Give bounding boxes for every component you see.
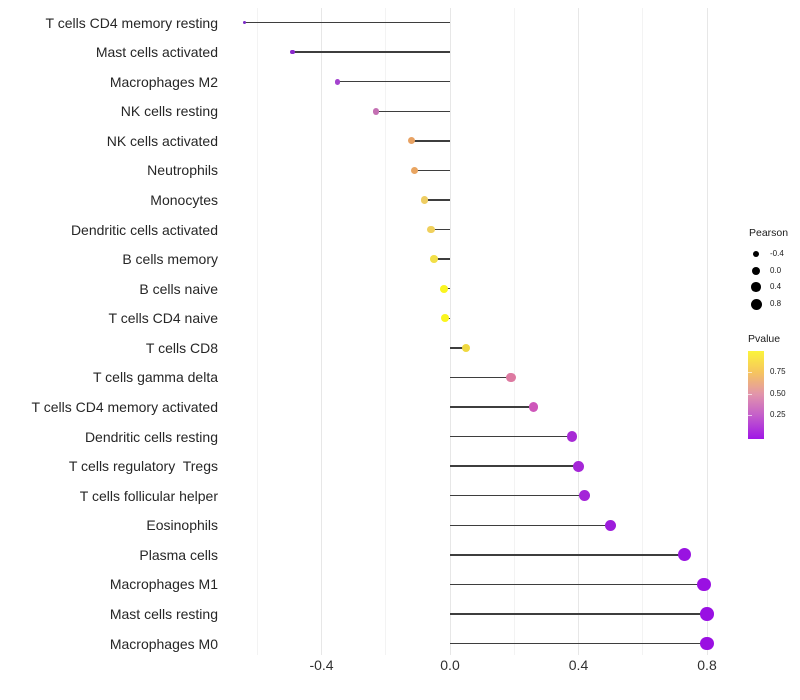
lollipop-stem — [450, 435, 573, 438]
legend-size-label: 0.8 — [770, 299, 782, 308]
lollipop-dot — [420, 196, 429, 204]
lollipop-dot — [528, 402, 539, 412]
lollipop-dot — [441, 314, 450, 323]
lollipop-dot — [372, 108, 380, 115]
lollipop-stem — [337, 80, 450, 83]
y-axis-label: T cells regulatory Tregs — [68, 458, 218, 475]
lollipop-stem — [450, 465, 579, 467]
y-axis-label: Macrophages M1 — [109, 576, 218, 593]
pvalue-tick-label: 0.50 — [770, 388, 786, 398]
lollipop-dot — [566, 431, 578, 442]
lollipop-stem — [450, 376, 512, 379]
lollipop-dot — [604, 519, 617, 531]
lollipop-stem — [376, 110, 450, 113]
legend-size-dot — [752, 267, 760, 275]
pvalue-tick-mark — [748, 371, 752, 373]
y-axis-label: T cells CD4 memory resting — [45, 14, 218, 31]
y-axis-label: Macrophages M2 — [109, 73, 218, 90]
lollipop-stem — [450, 347, 467, 349]
y-axis-label: T cells CD8 — [145, 339, 218, 356]
y-axis-label: Mast cells resting — [109, 606, 218, 622]
pvalue-tick-label: 0.75 — [770, 366, 786, 376]
x-gridline-minor — [642, 8, 644, 655]
x-tick-label: 0.4 — [568, 657, 589, 673]
lollipop-stem — [450, 642, 707, 645]
y-axis-label: T cells CD4 memory activated — [31, 399, 218, 415]
lollipop-stem — [450, 406, 534, 408]
lollipop-dot — [411, 166, 419, 175]
lollipop-dot — [407, 137, 416, 145]
legend-pearson-title: Pearson — [749, 227, 789, 239]
lollipop-dot — [506, 372, 516, 383]
lollipop-dot — [290, 49, 295, 55]
lollipop-stem — [450, 583, 704, 586]
pvalue-tick-mark — [748, 393, 752, 395]
lollipop-stem — [430, 228, 450, 231]
x-tick-label: 0.0 — [440, 657, 460, 673]
y-axis-label: NK cells activated — [106, 132, 218, 149]
x-gridline-minor — [256, 8, 258, 655]
x-gridline-minor — [513, 8, 515, 655]
pvalue-tick-label: 0.25 — [770, 410, 786, 420]
y-axis-label: T cells follicular helper — [79, 487, 218, 504]
lollipop-dot — [697, 577, 711, 592]
y-axis-label: Dendritic cells resting — [84, 428, 218, 445]
legend-size-label: 0.4 — [770, 282, 782, 291]
x-tick-label: -0.4 — [309, 657, 334, 673]
y-axis-label: Dendritic cells activated — [70, 221, 218, 238]
lollipop-dot — [426, 225, 435, 234]
lollipop-stem — [450, 494, 585, 497]
y-axis-label: Monocytes — [150, 192, 218, 209]
pvalue-tick-mark — [748, 415, 752, 417]
x-tick-label: 0.8 — [697, 657, 717, 673]
lollipop-stem — [433, 258, 450, 260]
y-axis-label: T cells gamma delta — [92, 369, 218, 386]
y-axis-label: T cells CD4 naive — [108, 310, 218, 327]
legend-size-dot — [753, 251, 759, 257]
lollipop-dot — [573, 460, 584, 472]
lollipop-stem — [424, 199, 450, 201]
y-axis-label: B cells memory — [122, 251, 218, 268]
legend-size-dot — [750, 298, 762, 310]
lollipop-dot — [439, 284, 448, 293]
x-gridline-major — [706, 8, 708, 655]
x-gridline-major — [578, 8, 579, 655]
y-axis-label: Macrophages M0 — [109, 635, 218, 652]
lollipop-dot — [334, 78, 341, 85]
x-gridline-minor — [385, 8, 387, 655]
lollipop-stem — [450, 554, 685, 556]
y-axis-label: Eosinophils — [146, 517, 218, 534]
lollipop-dot — [242, 20, 247, 25]
lollipop-dot — [700, 607, 714, 621]
legend-size-dot — [751, 282, 761, 292]
lollipop-dot — [579, 490, 591, 502]
lollipop-stem — [411, 140, 450, 142]
lollipop-stem — [450, 524, 611, 527]
lollipop-dot — [677, 548, 692, 562]
lollipop-stem — [292, 51, 450, 53]
lollipop-stem — [450, 613, 707, 615]
lollipop-dot — [430, 255, 438, 263]
lollipop-stem — [244, 21, 450, 24]
pvalue-gradient-bar — [748, 351, 764, 439]
y-axis-label: Mast cells activated — [95, 44, 218, 61]
y-axis-label: Neutrophils — [147, 162, 218, 179]
lollipop-dot — [461, 343, 471, 353]
y-axis-label: Plasma cells — [139, 546, 218, 563]
legend-pvalue-title: Pvalue — [748, 333, 781, 345]
legend-size-label: -0.4 — [770, 249, 784, 258]
legend-size-label: 0.0 — [770, 266, 782, 275]
y-axis-label: NK cells resting — [120, 103, 218, 120]
y-axis-label: B cells naive — [139, 280, 218, 297]
lollipop-stem — [414, 169, 450, 172]
x-gridline-major — [449, 8, 451, 655]
lollipop-dot — [700, 636, 714, 651]
x-gridline-major — [321, 8, 322, 655]
